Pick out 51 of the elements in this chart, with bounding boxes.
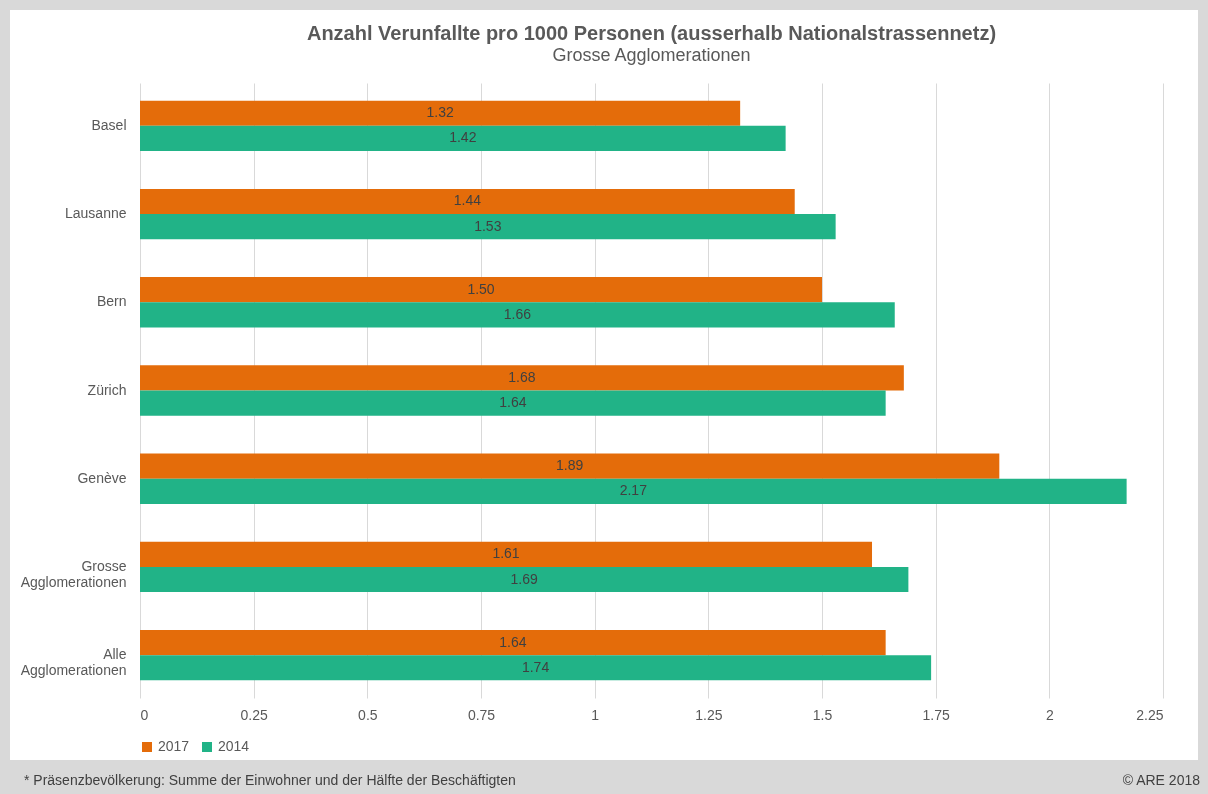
data-label: 1.74 (521, 658, 550, 675)
bar (140, 541, 873, 567)
bar (140, 214, 836, 240)
bar (140, 655, 932, 681)
x-tick-label: 1 (591, 706, 600, 723)
x-tick-label: 1.75 (922, 706, 950, 723)
bar (140, 302, 895, 328)
data-label: 1.44 (453, 192, 482, 209)
bar (140, 365, 904, 391)
text: * Präsenzbevölkerung: Summe der Einwohner und der Hälfte der Beschäftigten (24, 772, 516, 788)
bar (140, 453, 1000, 479)
legend-label: 2014 (218, 738, 250, 754)
data-label: 1.64 (499, 394, 527, 411)
bar (140, 630, 886, 656)
data-label: 1.53 (474, 217, 502, 234)
bar (140, 478, 1127, 504)
x-tick-label: 0.75 (467, 706, 496, 723)
bar (140, 390, 886, 416)
bar (140, 566, 909, 593)
data-label: 1.69 (510, 570, 539, 587)
data-label: 1.66 (503, 305, 532, 322)
y-tick-label: Grosse Agglomerationen (20, 557, 127, 590)
y-tick-label: Basel (91, 116, 127, 133)
data-label: 1.42 (449, 129, 477, 146)
data-label: 1.68 (508, 368, 536, 385)
y-tick-label: Zürich (87, 381, 127, 398)
x-tick-label: 1.25 (695, 706, 723, 723)
x-tick-label: 1.5 (812, 706, 833, 723)
y-tick-label: Lausanne (64, 205, 127, 222)
x-tick-label: 0.5 (358, 706, 378, 723)
bar (140, 277, 822, 303)
bar (140, 100, 741, 126)
y-tick-label: Alle Agglomerationen (20, 646, 127, 679)
data-label: 1.50 (467, 280, 495, 297)
data-label: 1.32 (426, 104, 454, 121)
data-label: 1.64 (499, 633, 527, 650)
x-tick-label: 2.25 (1136, 706, 1164, 723)
x-tick-label: 0 (140, 706, 149, 723)
text: © ARE 2018 (1122, 772, 1200, 788)
legend-label: 2017 (158, 738, 190, 754)
x-tick-label: 2 (1045, 706, 1054, 723)
chart-subtitle: Grosse Agglomerationen (552, 45, 751, 65)
bar (140, 125, 786, 151)
data-label: 2.17 (619, 482, 648, 499)
data-label: 1.89 (556, 457, 584, 474)
data-label: 1.61 (492, 545, 520, 562)
bar (140, 188, 795, 215)
chart-title: Anzahl Verunfallte pro 1000 Personen (ausserhalb Nationalstrassennetz) (306, 22, 997, 44)
x-tick-label: 0.25 (240, 706, 268, 723)
y-tick-label: Bern (96, 293, 127, 310)
y-tick-label: Genève (77, 469, 127, 486)
